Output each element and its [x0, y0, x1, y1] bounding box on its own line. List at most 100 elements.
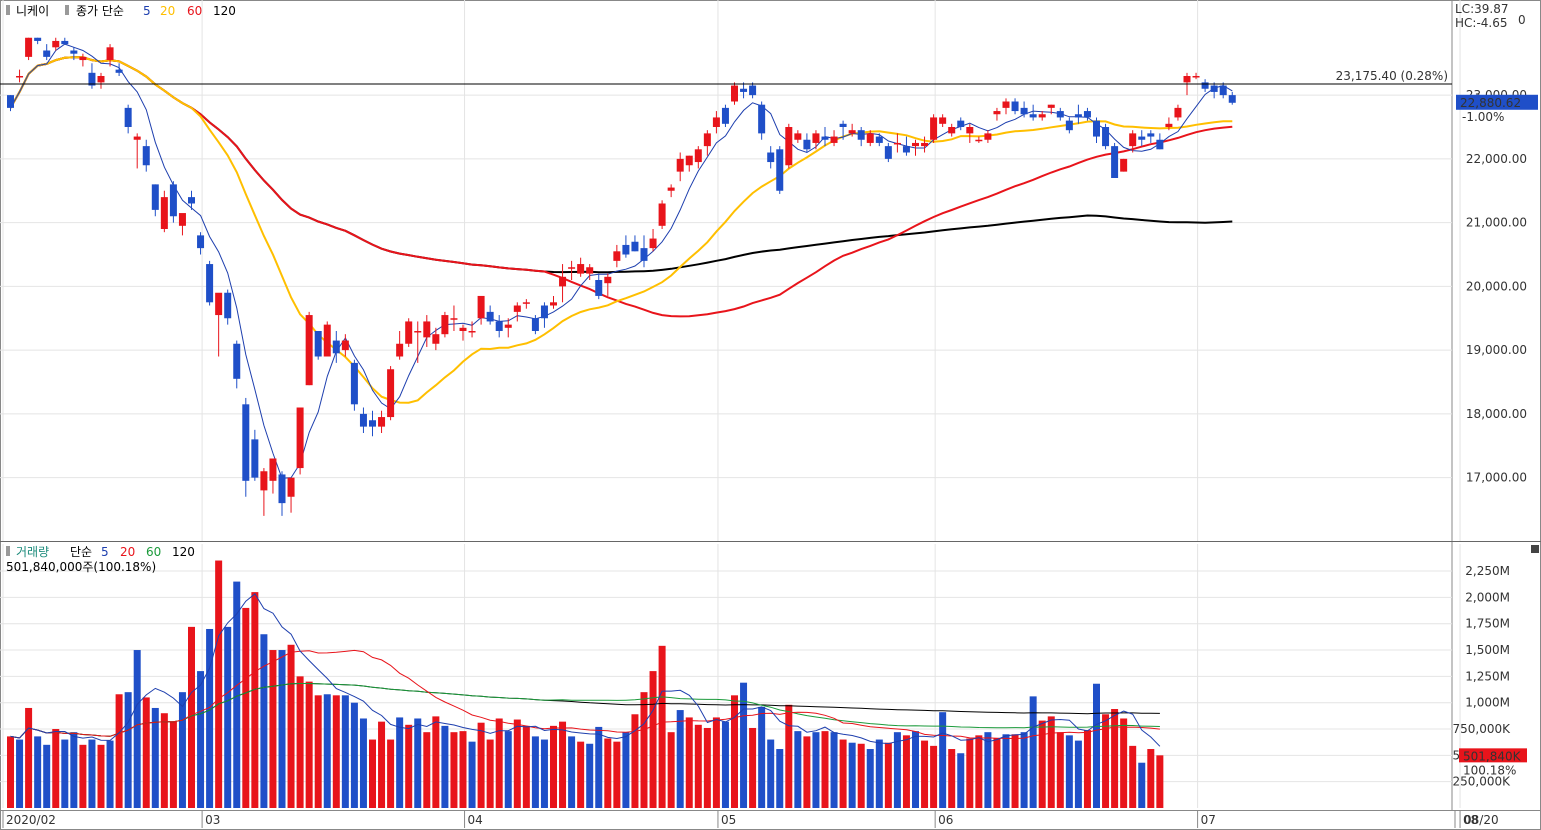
candle-body	[242, 404, 250, 481]
volume-bar	[758, 706, 766, 808]
volume-bar	[459, 731, 467, 808]
price-y-axis: 23,000.0022,000.0021,000.0020,000.0019,0…	[1466, 88, 1527, 485]
price-tick-label: 22,000.00	[1466, 152, 1527, 166]
volume-bar	[667, 732, 675, 808]
candle-body	[142, 146, 150, 166]
volume-bars[interactable]	[7, 560, 1164, 808]
candle-body	[332, 340, 340, 354]
candle-body	[1156, 139, 1164, 150]
volume-bar	[957, 753, 965, 808]
volume-bar	[396, 717, 404, 808]
candle-body	[459, 327, 467, 331]
candle-body	[513, 305, 521, 312]
volume-bar	[233, 581, 241, 808]
volume-bar	[97, 744, 105, 808]
panel-handle-icon[interactable]	[6, 5, 10, 15]
candle-body	[622, 244, 630, 255]
volume-bar	[703, 727, 711, 808]
volume-bar	[269, 650, 277, 808]
candle-body	[1029, 114, 1037, 118]
volume-bar	[1011, 734, 1019, 808]
volume-current-label: 501,840K	[1463, 749, 1522, 763]
volume-bar	[1020, 732, 1028, 808]
volume-handle-icon[interactable]	[6, 546, 10, 556]
volume-bar	[821, 731, 829, 808]
volume-bar	[721, 721, 729, 808]
volume-bar	[423, 732, 431, 808]
volume-bar	[1147, 749, 1155, 808]
volume-bar	[830, 732, 838, 808]
volume-bar	[215, 560, 223, 808]
candle-body	[314, 331, 322, 357]
volume-bar	[939, 712, 947, 808]
candle-body	[731, 85, 738, 102]
candle-body	[115, 69, 123, 73]
price-tick-label: 21,000.00	[1466, 216, 1527, 230]
volume-bar	[1056, 732, 1064, 808]
volume-bar	[1138, 762, 1146, 808]
candle-body	[88, 72, 96, 86]
indicator-handle-icon[interactable]	[65, 5, 69, 15]
candle-body	[930, 117, 938, 140]
candle-body	[178, 213, 186, 226]
candle-body	[1192, 76, 1200, 78]
price-legend[interactable]: 니케이 종가 단순 5 20 60 120	[6, 4, 236, 18]
volume-bar	[912, 731, 919, 808]
vol-ma60-label: 60	[146, 545, 161, 559]
price-tick-label: 20,000.00	[1466, 279, 1527, 293]
candle-body	[902, 146, 910, 153]
candle-body	[1201, 82, 1209, 89]
candle-body	[197, 235, 205, 249]
volume-bar	[160, 713, 168, 808]
candlesticks[interactable]	[7, 37, 1236, 516]
candle-body	[1138, 136, 1146, 140]
ma-label: 종가 단순	[76, 4, 124, 18]
vol-ma5-line	[10, 593, 1161, 747]
candle-body	[16, 76, 24, 78]
hc-label: HC:-4.65	[1455, 16, 1508, 30]
volume-bar	[206, 628, 214, 808]
candle-body	[70, 50, 78, 54]
current-price-badge	[1456, 94, 1538, 110]
volume-bar	[414, 718, 422, 808]
volume-legend[interactable]: 거래량 단순 5 20 60 120 501,840,000주(100.18%)	[6, 545, 195, 574]
hc-corner-label: 0	[1518, 13, 1526, 27]
price-tick-label: 19,000.00	[1466, 343, 1527, 357]
volume-bar	[369, 739, 376, 808]
volume-bar	[848, 742, 856, 808]
volume-bar	[1093, 683, 1100, 808]
candle-body	[631, 241, 639, 252]
candle-body	[52, 40, 60, 48]
volume-bar	[278, 650, 286, 808]
candle-body	[251, 439, 259, 478]
candle-body	[34, 37, 42, 41]
volume-tick-label: 1,750M	[1465, 617, 1510, 631]
volume-bar	[540, 739, 548, 808]
x-right-label: 08/20	[1464, 813, 1499, 827]
candle-body	[1165, 123, 1173, 127]
volume-bar	[604, 738, 612, 808]
volume-bar	[875, 739, 883, 808]
candle-body	[450, 318, 458, 320]
volume-bar	[387, 739, 395, 808]
candle-body	[694, 149, 702, 163]
volume-bar	[350, 702, 358, 808]
volume-bar	[441, 725, 449, 808]
volume-tick-label: 1,000M	[1465, 696, 1510, 710]
candle-body	[685, 155, 693, 166]
volume-bar	[740, 682, 748, 808]
candle-body	[1210, 85, 1218, 92]
volume-bar	[676, 710, 684, 808]
candle-body	[531, 318, 539, 331]
volume-bar	[893, 732, 901, 808]
volume-bar	[966, 738, 974, 808]
volume-bar	[88, 739, 96, 808]
panel-close-icon[interactable]	[1531, 545, 1539, 553]
volume-bar	[1038, 720, 1046, 808]
candle-body	[830, 136, 838, 143]
volume-bar	[595, 726, 603, 808]
x-tick-label: 07	[1201, 813, 1216, 827]
candle-body	[43, 50, 51, 57]
volume-tick-label: 1,500M	[1465, 643, 1510, 657]
